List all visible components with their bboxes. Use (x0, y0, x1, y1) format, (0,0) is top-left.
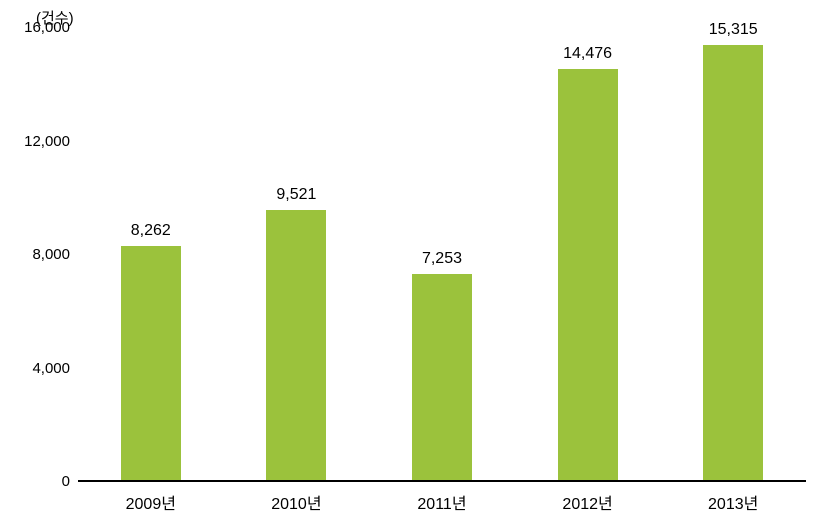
x-tick-label: 2011년 (369, 490, 515, 514)
y-tick-label: 4,000 (22, 360, 70, 377)
y-tick-label: 0 (22, 473, 70, 490)
bar-value-label: 7,253 (369, 250, 515, 268)
bar (266, 210, 326, 480)
bar-value-label: 9,521 (224, 186, 370, 204)
bar-group: 8,262 (78, 26, 224, 480)
bar-value-label: 8,262 (78, 222, 224, 240)
y-tick-label: 8,000 (22, 246, 70, 263)
bar-value-label: 15,315 (660, 21, 806, 39)
x-tick-label: 2012년 (515, 490, 661, 514)
plot-area: 8,2629,521 7,253 14,47615,315 (78, 28, 806, 482)
bar-group: 7,253 (369, 26, 515, 480)
x-tick-label: 2009년 (78, 490, 224, 514)
bar-group: 9,521 (224, 26, 370, 480)
x-tick-label: 2010년 (224, 490, 370, 514)
bar-value-label: 14,476 (515, 45, 661, 63)
y-tick-label: 16,000 (22, 19, 70, 36)
bar-group: 15,315 (660, 26, 806, 480)
x-tick-label: 2013년 (660, 490, 806, 514)
bar (558, 69, 618, 480)
bar-chart: (건수) 04,0008,00012,00016,000 8,2629,5217… (22, 28, 807, 508)
bar (412, 274, 472, 480)
y-tick-label: 12,000 (22, 133, 70, 150)
bar (703, 45, 763, 480)
bar-group: 14,476 (515, 26, 661, 480)
bar (121, 246, 181, 480)
